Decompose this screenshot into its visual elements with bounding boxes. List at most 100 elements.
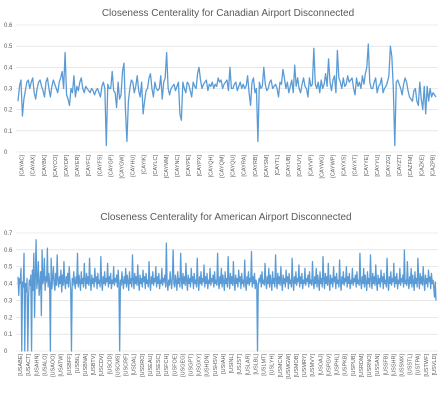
x-tick-label: [CAYXS] bbox=[342, 155, 348, 177]
x-tick-label: [USIAH] bbox=[221, 354, 227, 374]
y-tick-label: 0.3 bbox=[4, 298, 13, 304]
x-tick-label: [USTWF] bbox=[424, 354, 430, 377]
x-tick-label: [USJST] bbox=[237, 354, 243, 375]
grid bbox=[16, 24, 438, 153]
x-tick-label: [USFCH] bbox=[164, 354, 170, 376]
x-tick-label: [USMOB] bbox=[294, 354, 300, 378]
x-tick-label: [USVLD] bbox=[432, 354, 438, 376]
y-tick-label: 0.1 bbox=[4, 332, 13, 338]
x-tick-label: [CAYFC] bbox=[86, 155, 92, 177]
y-tick-label: 0 bbox=[4, 150, 8, 156]
x-tick-label: [USRDM] bbox=[359, 354, 365, 378]
x-tick-label: [CAYTL] bbox=[275, 155, 281, 176]
x-tick-label: [USDRO] bbox=[140, 354, 146, 377]
x-tick-label: [CAYDP] bbox=[64, 155, 70, 177]
x-tick-label: [CAYLC] bbox=[153, 155, 159, 176]
y-tick-label: 0.6 bbox=[4, 248, 13, 254]
x-tick-label: [CAYRB] bbox=[253, 155, 259, 177]
x-tick-label: [USLAR] bbox=[245, 354, 251, 376]
x-axis: [USABE] [USACT] [USAHN] [USALO] [USAOO] [USAT… bbox=[18, 354, 438, 379]
x-tick-label: [USSFB] bbox=[383, 354, 389, 376]
x-tick-label: [CAYVP] bbox=[308, 155, 314, 177]
x-tick-label: [USGEG] bbox=[180, 354, 186, 377]
x-tick-label: [USABE] bbox=[18, 354, 24, 376]
x-tick-label: [CAYGP] bbox=[108, 155, 114, 177]
y-tick-label: 0.5 bbox=[4, 44, 13, 50]
x-tick-label: [USSAN] bbox=[375, 354, 381, 376]
x-tick-label: [CAYWP] bbox=[331, 155, 337, 178]
x-tick-label: [USTPA] bbox=[416, 354, 422, 375]
x-tick-label: [USOAJ] bbox=[318, 354, 324, 376]
x-tick-label: [USESC] bbox=[156, 354, 162, 376]
y-tick-label: 0.2 bbox=[4, 108, 13, 114]
x-tick-label: [USPGV] bbox=[326, 354, 332, 377]
x-tick-label: [USLYH] bbox=[270, 354, 276, 375]
y-tick-label: 0.5 bbox=[4, 265, 13, 271]
x-tick-label: [CAYRA] bbox=[242, 155, 248, 177]
x-tick-label: [CAYQH] bbox=[208, 155, 214, 178]
x-tick-label: [USDAL] bbox=[132, 354, 138, 376]
y-tick-label: 0.7 bbox=[4, 231, 13, 237]
x-tick-label: [CAYAC] bbox=[20, 155, 26, 177]
x-tick-label: [USCDV] bbox=[99, 354, 105, 377]
american-closeness-chart: Closeness Centerality for American Airpo… bbox=[4, 212, 438, 379]
x-tick-label: [USBFF] bbox=[67, 354, 73, 376]
x-tick-label: [USCID] bbox=[107, 354, 113, 375]
x-tick-label: [USGPT] bbox=[188, 354, 194, 376]
x-tick-label: [USLMT] bbox=[262, 354, 268, 376]
x-tick-label: [USHSV] bbox=[213, 354, 219, 376]
x-tick-label: [USPUB] bbox=[351, 354, 357, 376]
x-tick-label: [USEAU] bbox=[148, 354, 154, 376]
x-tick-label: [CAYZT] bbox=[397, 155, 403, 176]
x-tick-label: [USCRF] bbox=[124, 354, 130, 376]
x-tick-label: [CAYER] bbox=[75, 155, 81, 177]
y-axis: 0 0.1 0.2 0.3 0.4 0.5 0.6 0.7 bbox=[4, 231, 13, 355]
x-tick-label: [CAYWG] bbox=[319, 155, 325, 179]
x-tick-label: [USPKB] bbox=[343, 354, 349, 376]
y-tick-label: 0.4 bbox=[4, 282, 13, 288]
y-axis: 0 0.1 0.2 0.3 0.4 0.5 0.6 bbox=[4, 23, 13, 156]
x-tick-label: [CAYQM] bbox=[219, 155, 225, 178]
chart-title: Closeness Centerality for American Airpo… bbox=[100, 212, 351, 223]
x-tick-label: [USBNA] bbox=[83, 354, 89, 376]
x-tick-label: [USCMS] bbox=[115, 354, 121, 377]
x-tick-label: [CAYZG] bbox=[386, 155, 392, 177]
x-tick-label: [CAYXT] bbox=[353, 155, 359, 176]
y-tick-label: 0.4 bbox=[4, 65, 13, 71]
x-tick-label: [USBTV] bbox=[91, 354, 97, 376]
x-tick-label: [CAYYE] bbox=[364, 155, 370, 177]
x-tick-label: [USRNO] bbox=[367, 354, 373, 377]
x-tick-label: [USMRY] bbox=[302, 354, 308, 377]
x-tick-label: [CAYPE] bbox=[186, 155, 192, 177]
x-tick-label: [CAYSM] bbox=[264, 155, 270, 178]
x-tick-label: [USPHL] bbox=[335, 354, 341, 376]
y-tick-label: 0.2 bbox=[4, 315, 13, 321]
x-tick-label: [USFOE] bbox=[172, 354, 178, 376]
x-tick-label: [USBIL] bbox=[75, 354, 81, 373]
x-tick-label: [USSHR] bbox=[391, 354, 397, 377]
x-tick-label: [USLBL] bbox=[253, 354, 259, 375]
x-tick-label: [USATW] bbox=[59, 354, 65, 377]
x-tick-label: [USGXY] bbox=[197, 354, 203, 377]
y-tick-label: 0.1 bbox=[4, 129, 13, 135]
closeness-series-line bbox=[17, 239, 437, 352]
x-tick-label: [USMGW] bbox=[286, 354, 292, 379]
x-tick-label: [USMVY] bbox=[310, 354, 316, 377]
y-tick-label: 0.3 bbox=[4, 87, 13, 93]
y-tick-label: 0 bbox=[4, 349, 8, 355]
x-tick-label: [USHDN] bbox=[205, 354, 211, 377]
x-tick-label: [CAYFS] bbox=[97, 155, 103, 176]
x-tick-label: [CAYUY] bbox=[297, 155, 303, 177]
grid bbox=[16, 232, 438, 352]
x-tick-label: [USAHN] bbox=[34, 354, 40, 377]
x-tick-label: [CAYBK] bbox=[42, 155, 48, 177]
x-tick-label: [USALO] bbox=[42, 354, 48, 376]
x-tick-label: [CAYPX] bbox=[197, 155, 203, 177]
x-tick-label: [CAZKE] bbox=[419, 155, 425, 177]
x-tick-label: [USSTL] bbox=[408, 354, 414, 375]
x-axis: [CAYAC] [CAYAX] [CAYBK] [CAYCO] [CAYDP] [CAYE… bbox=[20, 155, 437, 179]
x-tick-label: [CAYNC] bbox=[175, 155, 181, 177]
x-tick-label: [CAYIK] bbox=[142, 155, 148, 175]
x-tick-label: [CAZPB] bbox=[430, 155, 436, 177]
x-tick-label: [CAYQU] bbox=[231, 155, 237, 178]
